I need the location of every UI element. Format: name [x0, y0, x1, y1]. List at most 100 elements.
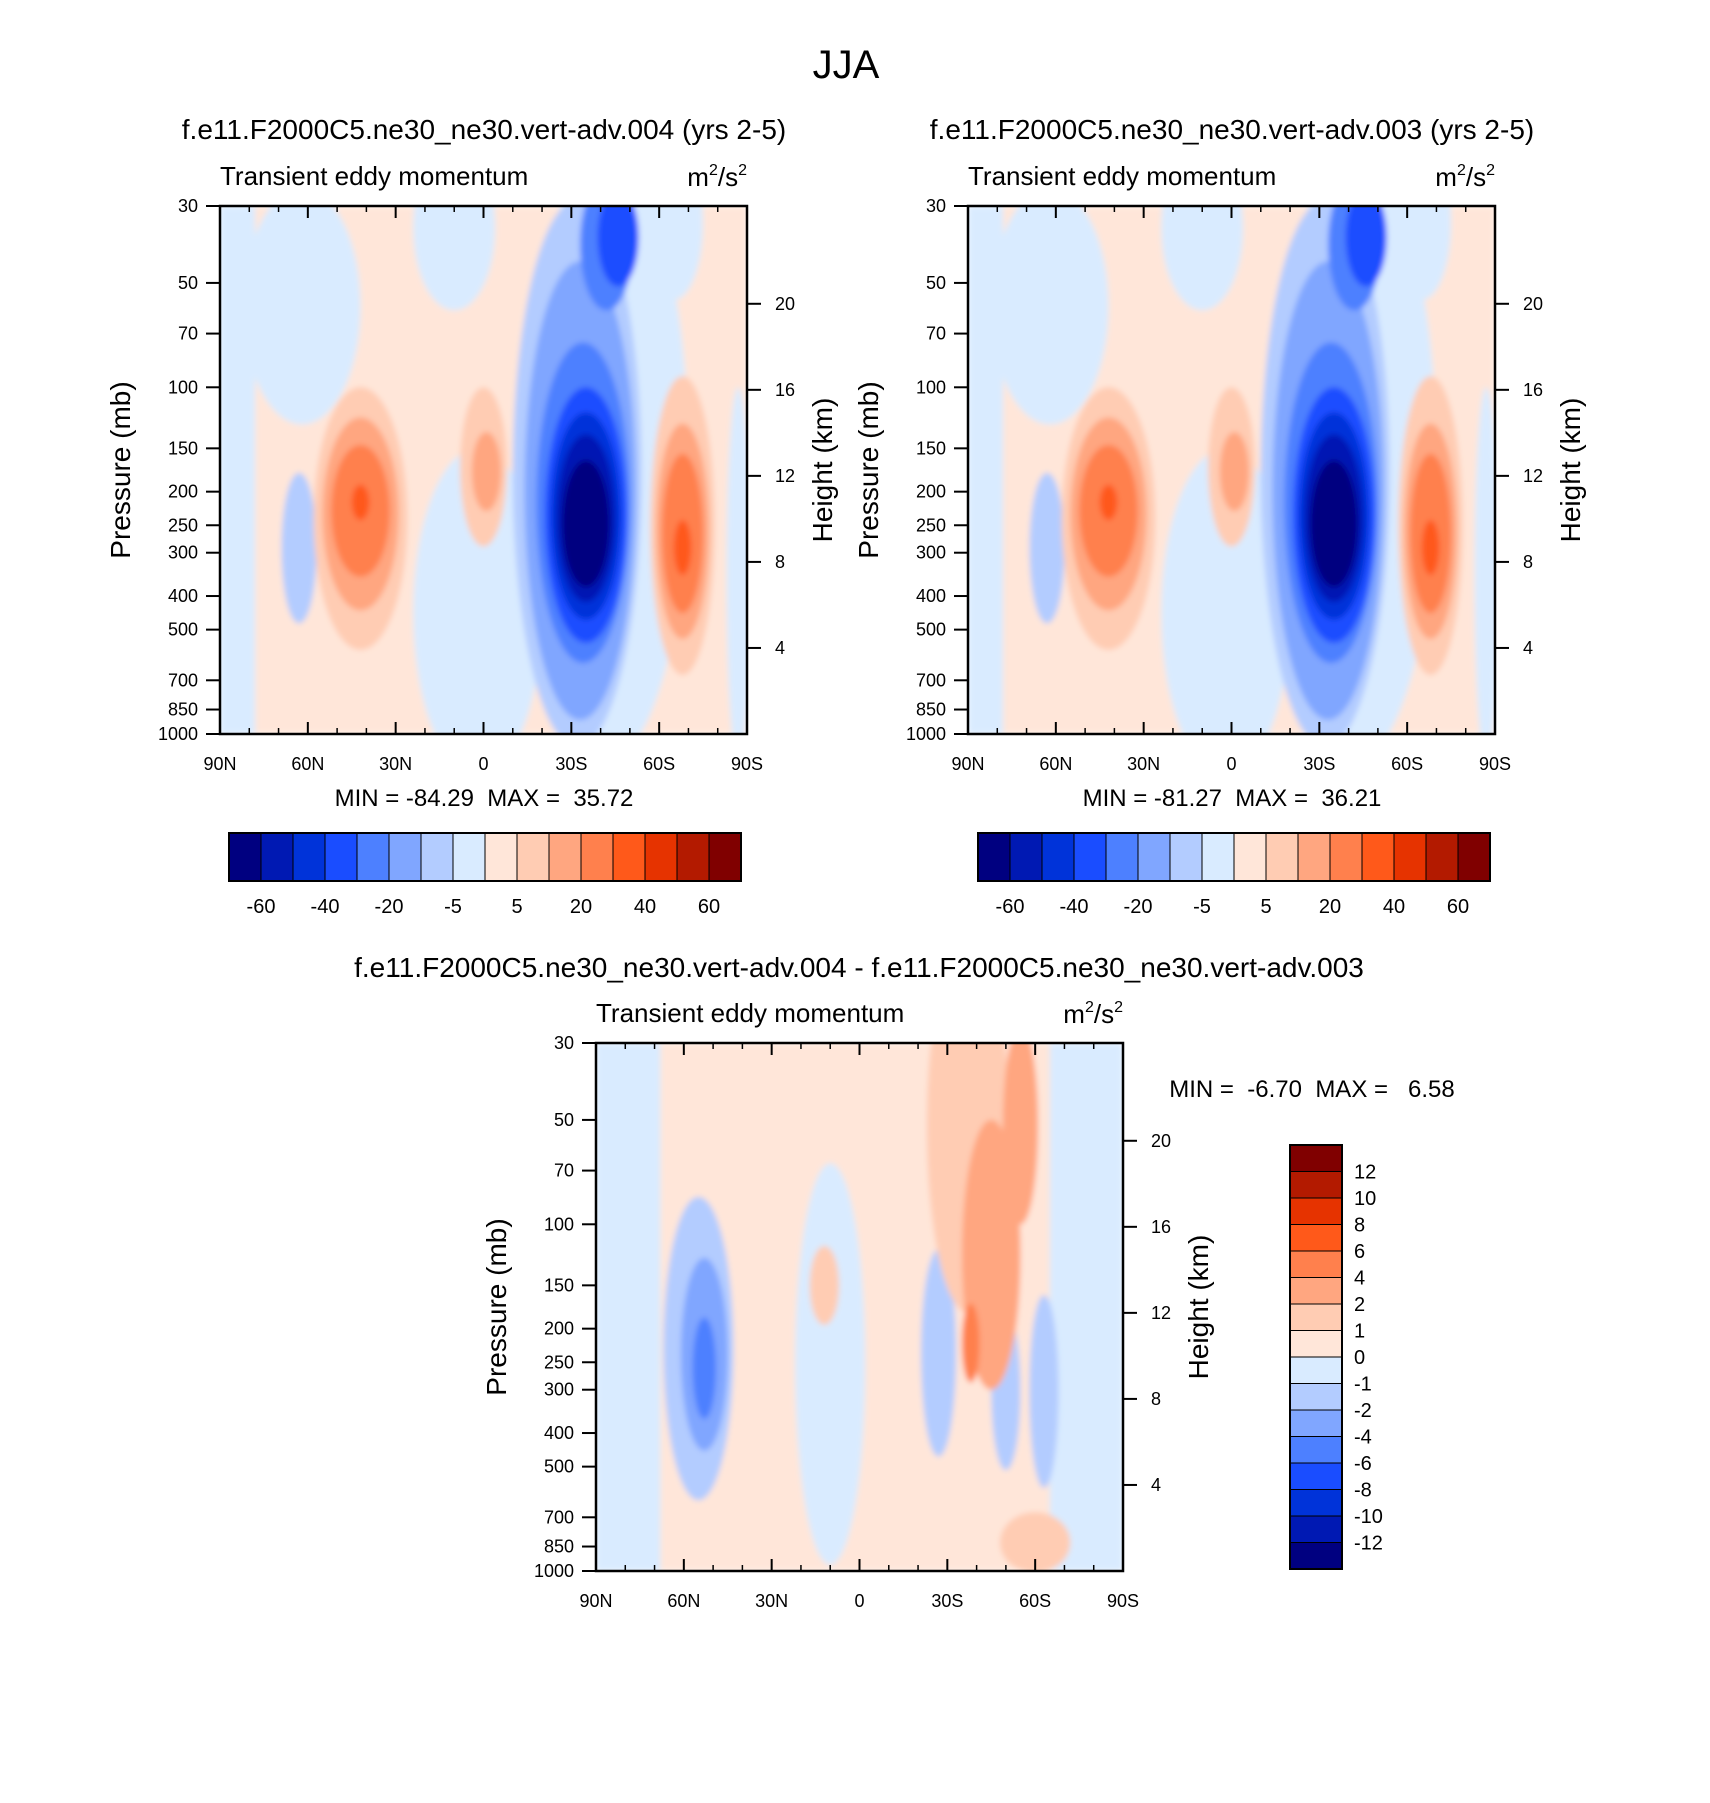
x-tick-label: 90S	[1107, 1591, 1139, 1611]
panel-2-left-label: Transient eddy momentum	[968, 161, 1276, 191]
y-tick-label: 30	[926, 196, 946, 216]
colorbar-frame	[228, 832, 742, 882]
panel-2-contour-field	[968, 206, 1495, 734]
y-tick-label: 150	[168, 438, 198, 458]
colorbar-swatch	[292, 832, 326, 882]
contour-region	[243, 206, 361, 425]
y-right-tick-label: 8	[1523, 552, 1533, 572]
colorbar-swatch	[356, 832, 390, 882]
y-tick-label: 70	[926, 324, 946, 344]
colorbar-swatch	[1233, 832, 1267, 882]
panel-2-title: f.e11.F2000C5.ne30_ne30.vert-adv.003 (yr…	[930, 114, 1534, 145]
y-right-axis-label: Height (km)	[1183, 1235, 1214, 1380]
colorbar-swatch	[1289, 1542, 1343, 1570]
panel-1-axes: 90N 60N 30N 0 30S 60S 90S 30 50 70 100 150 200 250 300…	[105, 196, 838, 774]
x-tick-label: 60S	[1391, 754, 1423, 774]
y-tick-label: 200	[544, 1319, 574, 1339]
y-tick-label: 70	[178, 324, 198, 344]
colorbar-label: 1	[1354, 1321, 1365, 1343]
x-tick-label: 30S	[1303, 754, 1335, 774]
colorbar-swatch	[1289, 1409, 1343, 1437]
y-tick-label: 150	[544, 1275, 574, 1295]
y-right-tick-label: 12	[775, 466, 795, 486]
colorbar-swatch	[1329, 832, 1363, 882]
colorbar-swatch	[708, 832, 742, 882]
colorbar-swatch	[1137, 832, 1171, 882]
colorbar-label: -5	[1193, 896, 1211, 918]
contour-region	[920, 1249, 957, 1457]
colorbar-swatch	[516, 832, 550, 882]
colorbar-swatch	[1289, 1489, 1343, 1517]
colorbar-label: -1	[1354, 1374, 1372, 1396]
x-tick-label: 30N	[755, 1591, 788, 1611]
colorbar-swatch	[1425, 832, 1459, 882]
y-tick-label: 100	[168, 377, 198, 397]
y-tick-label: 30	[178, 196, 198, 216]
x-tick-label: 90S	[731, 754, 763, 774]
colorbar-swatch	[1169, 832, 1203, 882]
colorbar-swatch	[612, 832, 646, 882]
y-axis-label: Pressure (mb)	[105, 381, 136, 558]
y-right-tick-label: 16	[775, 380, 795, 400]
colorbar-label: -6	[1354, 1453, 1372, 1475]
colorbar-swatch	[1289, 1462, 1343, 1490]
contour-region	[673, 520, 692, 576]
x-tick-label: 90N	[203, 754, 236, 774]
contour-region	[795, 1163, 866, 1565]
colorbar-swatch	[484, 832, 518, 882]
colorbar-label: -20	[1124, 896, 1153, 918]
contour-band	[1049, 1043, 1123, 1571]
field-layer	[220, 206, 747, 734]
contour-region	[1161, 448, 1291, 734]
contour-band	[596, 1043, 661, 1571]
colorbar-label: -8	[1354, 1480, 1372, 1502]
colorbar-label: 2	[1354, 1294, 1365, 1316]
y-tick-label: 50	[178, 273, 198, 293]
y-tick-label: 700	[168, 670, 198, 690]
colorbar-swatch	[676, 832, 710, 882]
y-tick-label: 500	[168, 620, 198, 640]
x-tick-label: 90N	[951, 754, 984, 774]
contour-region	[1002, 1043, 1039, 1225]
x-tick-label: 0	[854, 1591, 864, 1611]
colorbar-label: -60	[996, 896, 1025, 918]
colorbar-swatch	[1289, 1144, 1343, 1172]
y-tick-label: 1000	[906, 724, 946, 744]
x-tick-label: 30S	[931, 1591, 963, 1611]
x-tick-label: 30N	[1127, 754, 1160, 774]
colorbar-swatch	[1457, 832, 1491, 882]
y-right-tick-label: 8	[1151, 1389, 1161, 1409]
x-tick-label: 90N	[579, 1591, 612, 1611]
y-tick-label: 100	[916, 377, 946, 397]
colorbar-swatch	[548, 832, 582, 882]
colorbar-swatch	[1073, 832, 1107, 882]
colorbar-swatch	[1289, 1224, 1343, 1252]
y-tick-label: 100	[544, 1214, 574, 1234]
y-right-tick-label: 20	[1523, 294, 1543, 314]
y-tick-label: 50	[554, 1110, 574, 1130]
figure-title: JJA	[813, 43, 880, 87]
y-right-tick-label: 4	[1523, 638, 1533, 658]
y-right-tick-label: 20	[1151, 1131, 1171, 1151]
y-tick-label: 850	[168, 700, 198, 720]
x-tick-label: 60S	[1019, 1591, 1051, 1611]
colorbar-label: -60	[247, 896, 276, 918]
panel-1-title: f.e11.F2000C5.ne30_ne30.vert-adv.004 (yr…	[182, 114, 786, 145]
panel-3-title: f.e11.F2000C5.ne30_ne30.vert-adv.004 - f…	[354, 952, 1364, 983]
y-tick-label: 30	[554, 1033, 574, 1053]
colorbar-label: 5	[511, 896, 522, 918]
contour-region	[1345, 206, 1387, 287]
panel-2-colorbar: -60 -40 -20 -5 5 20 40 60	[977, 832, 1491, 918]
colorbar-swatch	[1361, 832, 1395, 882]
x-tick-label: 0	[478, 754, 488, 774]
y-axis-label: Pressure (mb)	[853, 381, 884, 558]
colorbar-swatch	[580, 832, 614, 882]
y-right-tick-label: 16	[1151, 1217, 1171, 1237]
panel-1-left-label: Transient eddy momentum	[220, 161, 528, 191]
colorbar-swatch	[1265, 832, 1299, 882]
colorbar-swatch	[260, 832, 294, 882]
panel-2-minmax: MIN = -81.27 MAX = 36.21	[1083, 785, 1382, 812]
colorbar-label: -12	[1354, 1533, 1383, 1555]
contour-region	[1219, 432, 1250, 512]
